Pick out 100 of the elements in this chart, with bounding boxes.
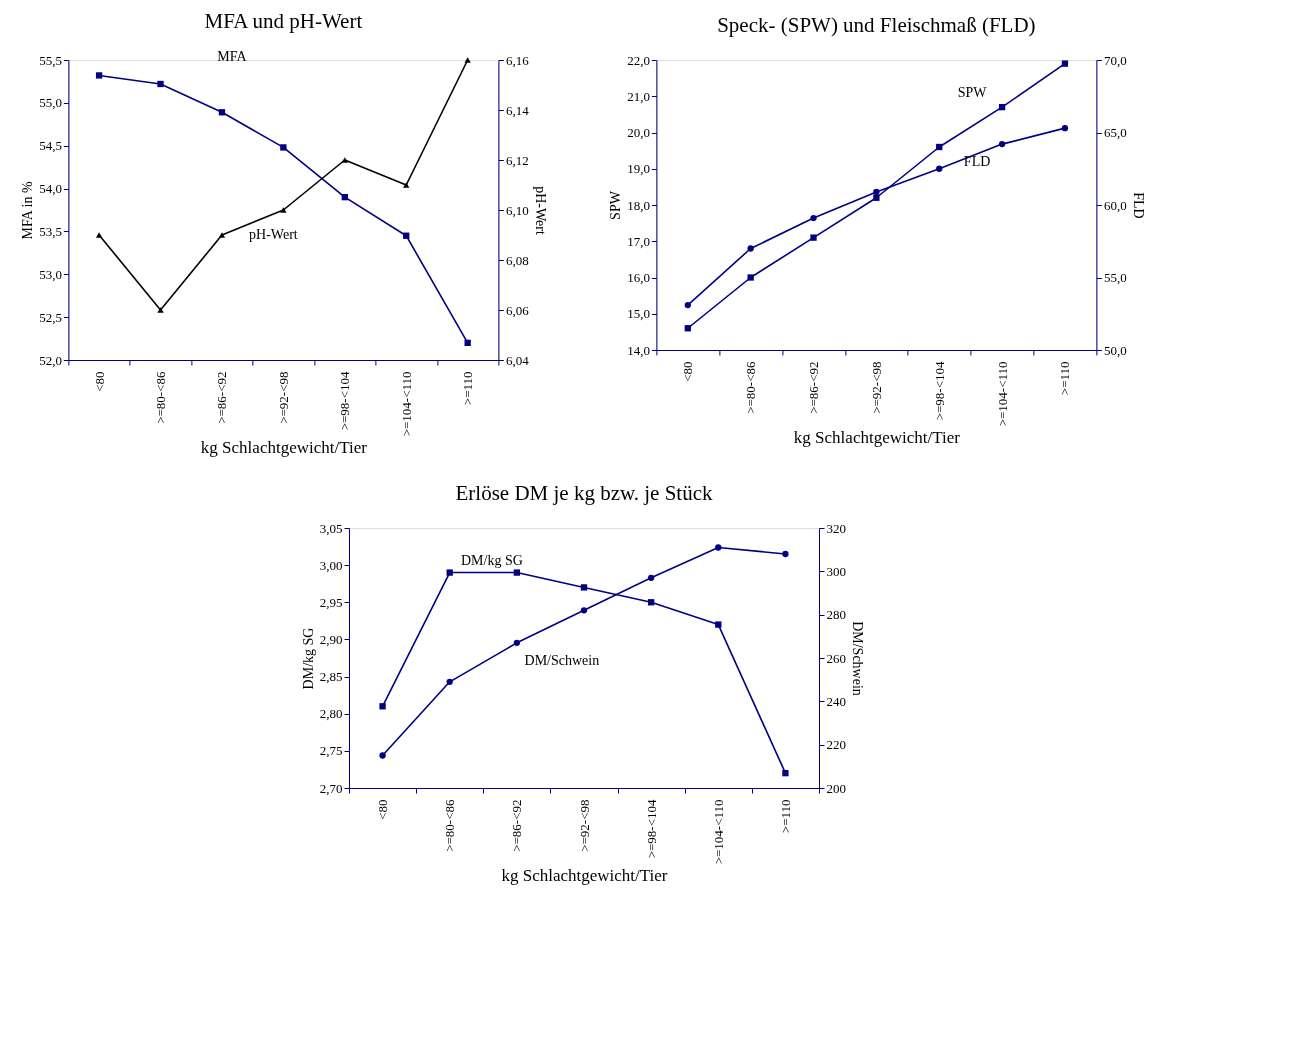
point (280, 207, 287, 213)
y-tick-label: 53,0 (39, 266, 62, 282)
y2-tick-label: 280 (826, 607, 846, 623)
x-tick-label: >=92-<98 (868, 361, 884, 414)
y-tick-label: 54,5 (39, 138, 62, 154)
y-tick-label: 18,0 (627, 197, 650, 213)
point (580, 584, 588, 591)
point (341, 193, 348, 201)
y2-tick-label: 65,0 (1103, 125, 1127, 140)
x-tick-label: >=98-<104 (931, 361, 947, 421)
y-tick-label: 2,85 (319, 669, 343, 685)
point (936, 143, 943, 151)
y2-tick-label: 6,16 (505, 52, 530, 68)
x-tick-label: >=92-<98 (576, 799, 592, 852)
point (403, 182, 410, 188)
point (95, 232, 103, 238)
y-tick-label: 20,0 (627, 125, 650, 140)
y-tick-label: 2,95 (319, 594, 343, 610)
point (684, 325, 691, 332)
x-tick-label: >=110 (460, 371, 476, 406)
x-tick-label: >=80-<86 (442, 799, 458, 852)
point (647, 574, 655, 581)
point (341, 157, 348, 163)
point (1061, 60, 1069, 67)
chart-title: Erlöse DM je kg bzw. je Stück (455, 481, 713, 505)
point (873, 194, 880, 201)
x-tick-label: >=110 (777, 799, 793, 834)
point (95, 72, 103, 79)
y2-tick-label: 6,08 (505, 252, 529, 268)
y-tick-label: 54,0 (39, 181, 62, 197)
series-label: DM/kg SG (460, 552, 523, 568)
point (782, 769, 789, 777)
point (464, 339, 471, 347)
y-tick-label: 52,0 (39, 352, 62, 368)
point (464, 57, 471, 63)
point (157, 307, 164, 313)
y-axis-title: DM/kg SG (300, 627, 316, 690)
point (715, 621, 722, 628)
point (684, 301, 691, 309)
y-tick-label: 55,0 (39, 95, 62, 111)
series-label: SPW (957, 85, 988, 101)
x-axis-title: kg Schlachtgewicht/Tier (200, 438, 368, 458)
y2-tick-label: 6,10 (505, 202, 529, 218)
y-tick-label: 3,00 (319, 557, 343, 573)
x-tick-label: >=104-<110 (398, 371, 414, 437)
point (513, 569, 521, 576)
point (513, 639, 521, 646)
y-tick-label: 2,70 (319, 780, 343, 796)
x-axis-title: kg Schlachtgewicht/Tier (501, 866, 668, 886)
y-tick-label: 2,80 (319, 706, 343, 722)
y-axis-title: SPW (608, 190, 624, 220)
y-tick-label: 52,5 (39, 309, 62, 325)
y2-tick-label: 70,0 (1103, 52, 1127, 68)
point (218, 232, 226, 238)
point (157, 80, 164, 88)
y2-tick-label: 50,0 (1103, 342, 1127, 358)
y-tick-label: 19,0 (627, 161, 650, 177)
y2-tick-label: 60,0 (1103, 197, 1127, 213)
x-tick-label: <80 (91, 371, 107, 392)
x-tick-label: >=92-<98 (275, 371, 291, 424)
point (810, 234, 817, 241)
point (218, 109, 226, 116)
point (810, 214, 817, 222)
y2-tick-label: 240 (826, 693, 846, 709)
x-tick-label: >=80-<86 (743, 361, 759, 414)
point (1061, 124, 1069, 132)
y-tick-label: 2,90 (319, 631, 343, 647)
y-tick-label: 22,0 (627, 52, 650, 68)
y2-tick-label: 6,06 (505, 302, 530, 318)
y-tick-label: 2,75 (319, 743, 343, 759)
y-tick-label: 55,5 (39, 52, 62, 68)
y2-tick-label: 6,04 (505, 352, 530, 368)
x-tick-label: >=86-<92 (806, 361, 822, 414)
y-tick-label: 21,0 (627, 88, 650, 104)
y-tick-label: 17,0 (627, 233, 650, 249)
text: MFA (217, 49, 248, 65)
y2-tick-label: 300 (826, 563, 846, 579)
x-tick-label: >=110 (1057, 361, 1073, 396)
series-label: DM/Schwein (524, 652, 600, 668)
series-label: FLD (963, 154, 991, 170)
y2-tick-label: 220 (826, 737, 846, 753)
x-tick-label: >=98-<104 (337, 371, 353, 431)
point (936, 165, 943, 172)
point (403, 232, 410, 239)
y2-tick-label: 200 (826, 780, 846, 796)
x-tick-label: >=80-<86 (153, 371, 169, 424)
point (647, 599, 655, 606)
y2-axis-title: pH-Wert (532, 186, 548, 235)
point (782, 550, 789, 558)
point (998, 140, 1006, 148)
y-tick-label: 15,0 (627, 306, 650, 322)
series-label: pH-Wert (249, 227, 298, 242)
x-axis-title: kg Schlachtgewicht/Tier (793, 428, 961, 448)
y2-axis-title: FLD (1130, 192, 1146, 219)
point (580, 607, 588, 614)
y-axis-title: MFA in % (20, 181, 36, 240)
x-tick-label: >=104-<110 (994, 361, 1010, 427)
x-tick-label: >=86-<92 (214, 371, 230, 424)
chart-title: MFA und pH-Wert (204, 9, 363, 34)
point (446, 569, 453, 576)
